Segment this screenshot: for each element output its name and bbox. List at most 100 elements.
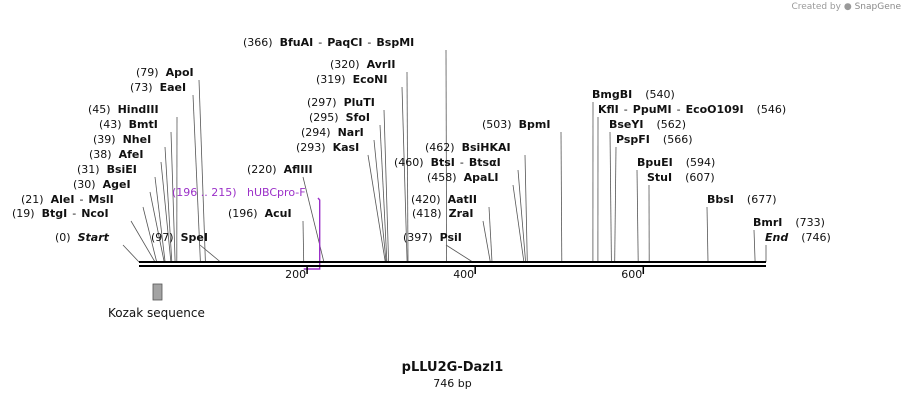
site-label-nhei[interactable]: (39) NheI (93, 133, 151, 146)
site-position: (733) (795, 216, 825, 229)
site-label-bsihkai[interactable]: (462) BsiHKAI (425, 141, 511, 154)
site-label-bsiei[interactable]: (31) BsiEI (77, 163, 137, 176)
enzyme-name: EcoO109I (686, 103, 744, 116)
enzyme-name: EaeI (160, 81, 187, 94)
cut-line-bpuei (636, 169, 639, 263)
cut-line-acui (302, 220, 305, 263)
enzyme-name: ZraI (449, 207, 474, 220)
site-label-afliii[interactable]: (220) AflIII (247, 163, 313, 176)
site-label-kasi[interactable]: (293) KasI (296, 141, 359, 154)
enzyme-name: End (765, 231, 788, 244)
enzyme-name: ApaLI (464, 171, 499, 184)
site-label-bseyi[interactable]: BseYI (562) (609, 118, 686, 131)
site-label-bmgbi[interactable]: BmgBI (540) (592, 88, 675, 101)
name-separator: - (79, 193, 83, 206)
site-label-avrii[interactable]: (320) AvrII (330, 58, 396, 71)
site-position: (220) (247, 163, 277, 176)
primer-hubcpro-f[interactable]: (196 .. 215) hUBCpro-F (172, 186, 321, 270)
site-position: (19) (12, 207, 35, 220)
site-label-psii[interactable]: (397) PsiI (403, 231, 462, 244)
site-label-pspfi[interactable]: PspFI (566) (616, 133, 693, 146)
cut-line-kasi (367, 154, 386, 263)
site-label-acui[interactable]: (196) AcuI (228, 207, 292, 220)
name-separator: - (318, 36, 322, 49)
site-label-start[interactable]: (0) Start (55, 231, 110, 244)
site-label-zrai[interactable]: (418) ZraI (412, 207, 474, 220)
cut-line-apoi (198, 79, 206, 263)
enzyme-name: AgeI (103, 178, 131, 191)
cut-line-econi (401, 86, 408, 263)
kozak-feature-box[interactable] (152, 283, 163, 301)
enzyme-name: BtsI (431, 156, 455, 169)
cut-line-alei (142, 206, 158, 263)
site-position: (31) (77, 163, 100, 176)
cut-line-bbsi (706, 206, 709, 263)
enzyme-name: HindIII (118, 103, 159, 116)
site-label-alei[interactable]: (21) AleI - MslI (21, 193, 114, 206)
site-position: (566) (663, 133, 693, 146)
cut-line-psii (445, 244, 473, 263)
enzyme-name: AflIII (284, 163, 313, 176)
enzyme-name: SfoI (346, 111, 370, 124)
enzyme-name: BpuEI (637, 156, 673, 169)
site-label-end[interactable]: End (746) (765, 231, 831, 244)
site-label-aatii[interactable]: (420) AatII (411, 193, 477, 206)
cut-line-bsihkai (524, 154, 528, 263)
site-label-pluti[interactable]: (297) PluTI (307, 96, 375, 109)
name-separator: - (677, 103, 681, 116)
enzyme-name: KasI (333, 141, 360, 154)
site-label-afei[interactable]: (38) AfeI (89, 148, 143, 161)
site-label-spei[interactable]: (97) SpeI (151, 231, 208, 244)
site-label-bbsi[interactable]: BbsI (677) (707, 193, 777, 206)
site-label-bmri[interactable]: BmrI (733) (753, 216, 825, 229)
cut-line-start (122, 244, 140, 263)
cut-site-labels: (366) BfuAI - PaqCI - BspMI(79) ApoI(73) EaeI(4… (12, 36, 831, 244)
enzyme-name: BtgI (42, 207, 68, 220)
site-label-bmti[interactable]: (43) BmtI (99, 118, 158, 131)
enzyme-name: PsiI (440, 231, 462, 244)
site-label-apali[interactable]: (458) ApaLI (427, 171, 499, 184)
site-position: (73) (130, 81, 153, 94)
site-label-bfuai[interactable]: (366) BfuAI - PaqCI - BspMI (243, 36, 414, 49)
site-label-apoi[interactable]: (79) ApoI (136, 66, 194, 79)
enzyme-name: BsiHKAI (462, 141, 511, 154)
enzyme-name: ApoI (166, 66, 194, 79)
site-label-bpmi[interactable]: (503) BpmI (482, 118, 550, 131)
site-position: (21) (21, 193, 44, 206)
site-position: (607) (685, 171, 715, 184)
cut-line-bsiei (154, 176, 166, 263)
site-label-agei[interactable]: (30) AgeI (73, 178, 131, 191)
site-label-eaei[interactable]: (73) EaeI (130, 81, 186, 94)
site-position: (540) (645, 88, 675, 101)
cut-site-lines (122, 49, 767, 263)
site-position: (294) (301, 126, 331, 139)
cut-line-aatii (488, 206, 493, 263)
enzyme-name: NcoI (81, 207, 108, 220)
site-label-btgi[interactable]: (19) BtgI - NcoI (12, 207, 109, 220)
enzyme-name: StuI (647, 171, 672, 184)
site-label-hindiii[interactable]: (45) HindIII (88, 103, 159, 116)
site-label-nari[interactable]: (294) NarI (301, 126, 364, 139)
enzyme-name: BspMI (376, 36, 414, 49)
site-label-sfoi[interactable]: (295) SfoI (309, 111, 370, 124)
site-label-bpuei[interactable]: BpuEI (594) (637, 156, 715, 169)
site-position: (97) (151, 231, 174, 244)
kozak-feature-label: Kozak sequence (108, 306, 205, 320)
cut-line-zrai (482, 220, 491, 263)
enzyme-name: MslI (88, 193, 113, 206)
enzyme-name: PaqCI (327, 36, 362, 49)
site-label-kfli[interactable]: KflI - PpuMI - EcoO109I (546) (598, 103, 786, 116)
enzyme-name: BmrI (753, 216, 782, 229)
primer-name: hUBCpro-F (247, 186, 306, 199)
site-label-econi[interactable]: (319) EcoNI (316, 73, 387, 86)
enzyme-name: BsiEI (107, 163, 137, 176)
name-separator: - (460, 156, 464, 169)
site-position: (30) (73, 178, 96, 191)
site-label-stui[interactable]: StuI (607) (647, 171, 715, 184)
cut-line-spei (199, 244, 221, 263)
site-label-btsi[interactable]: (460) BtsI - BtsαI (394, 156, 501, 169)
cut-line-apali (512, 184, 525, 263)
plasmid-length: 746 bp (433, 377, 472, 390)
cut-line-bseyi (609, 131, 612, 263)
